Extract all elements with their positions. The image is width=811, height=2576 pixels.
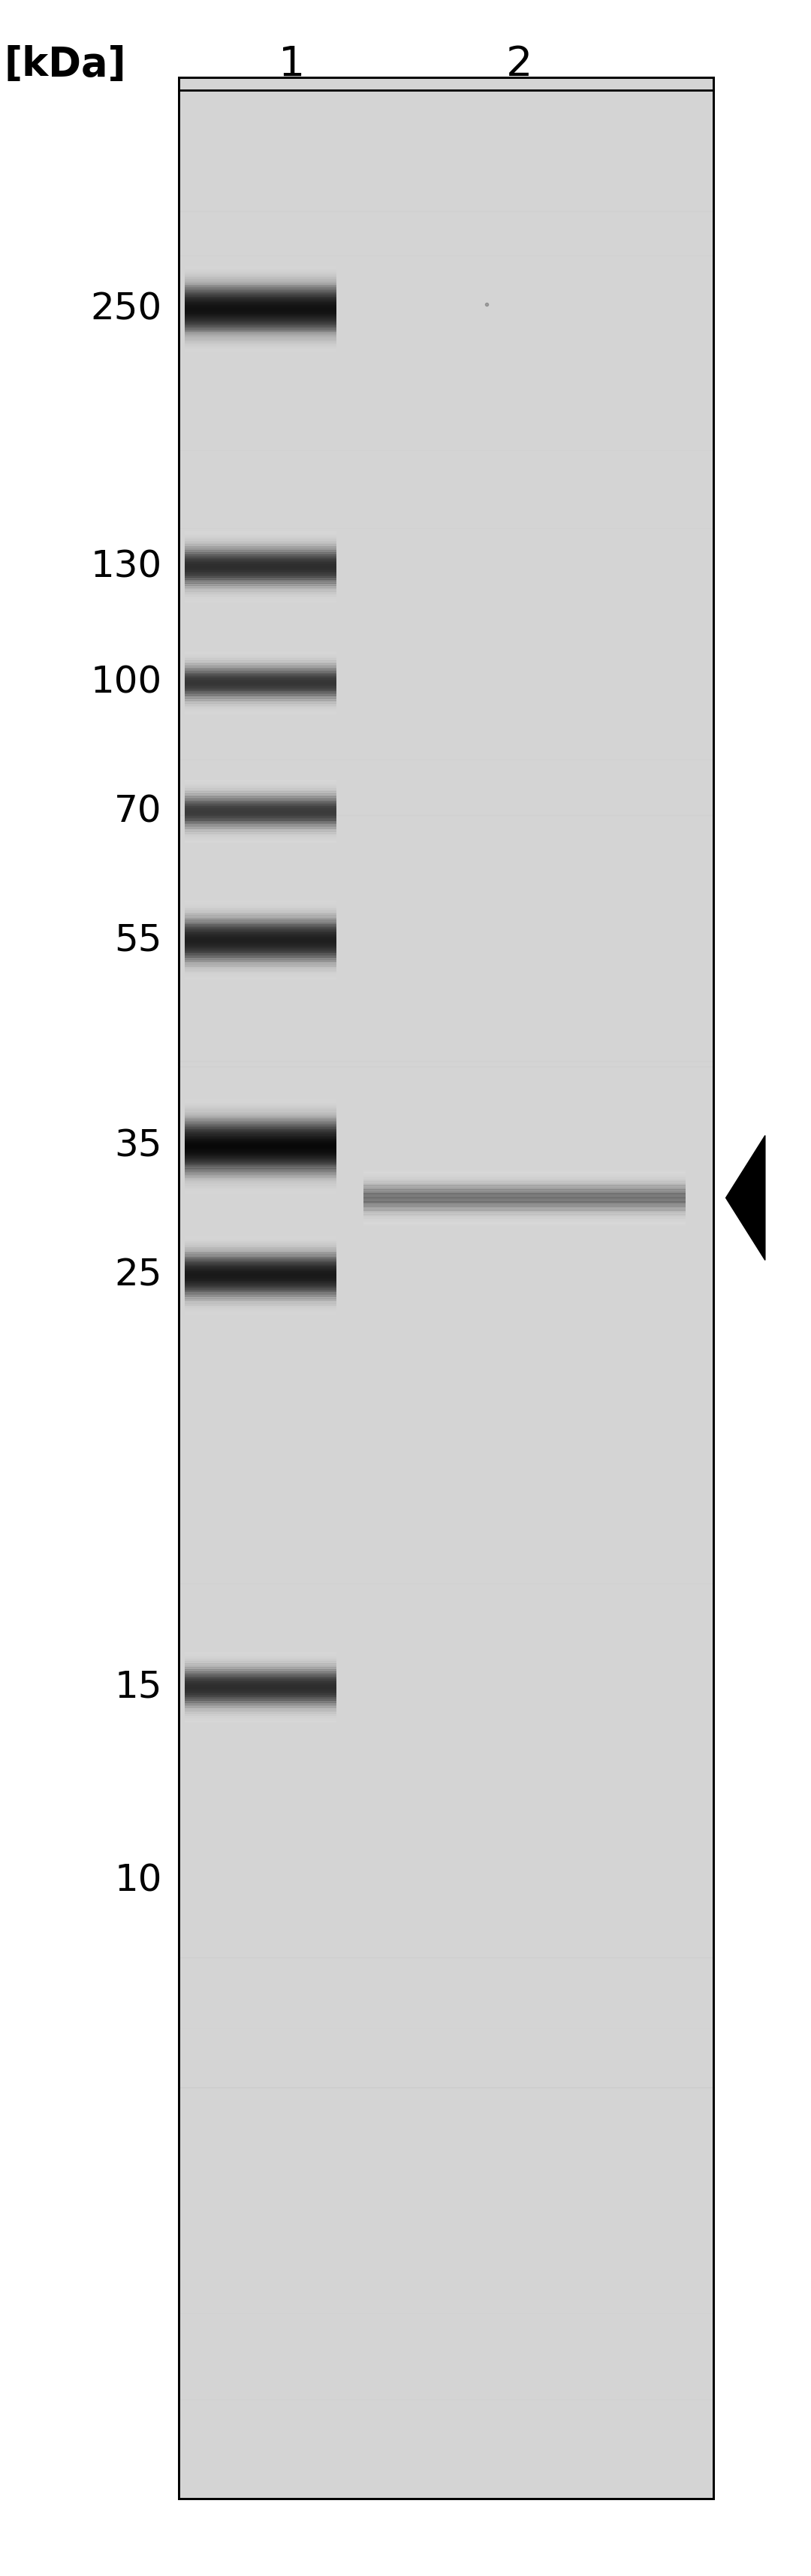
Text: 1: 1: [279, 44, 305, 85]
Text: 25: 25: [114, 1257, 162, 1293]
Text: 55: 55: [114, 922, 162, 958]
Text: 35: 35: [114, 1128, 162, 1164]
Text: 10: 10: [114, 1862, 162, 1899]
Polygon shape: [726, 1136, 765, 1260]
Text: 70: 70: [114, 793, 162, 829]
Text: 15: 15: [114, 1669, 162, 1705]
Text: 2: 2: [506, 44, 532, 85]
Text: [kDa]: [kDa]: [4, 44, 126, 85]
Text: 100: 100: [91, 665, 162, 701]
Bar: [178, 77, 714, 2499]
Text: 130: 130: [91, 549, 162, 585]
Text: 250: 250: [91, 291, 162, 327]
